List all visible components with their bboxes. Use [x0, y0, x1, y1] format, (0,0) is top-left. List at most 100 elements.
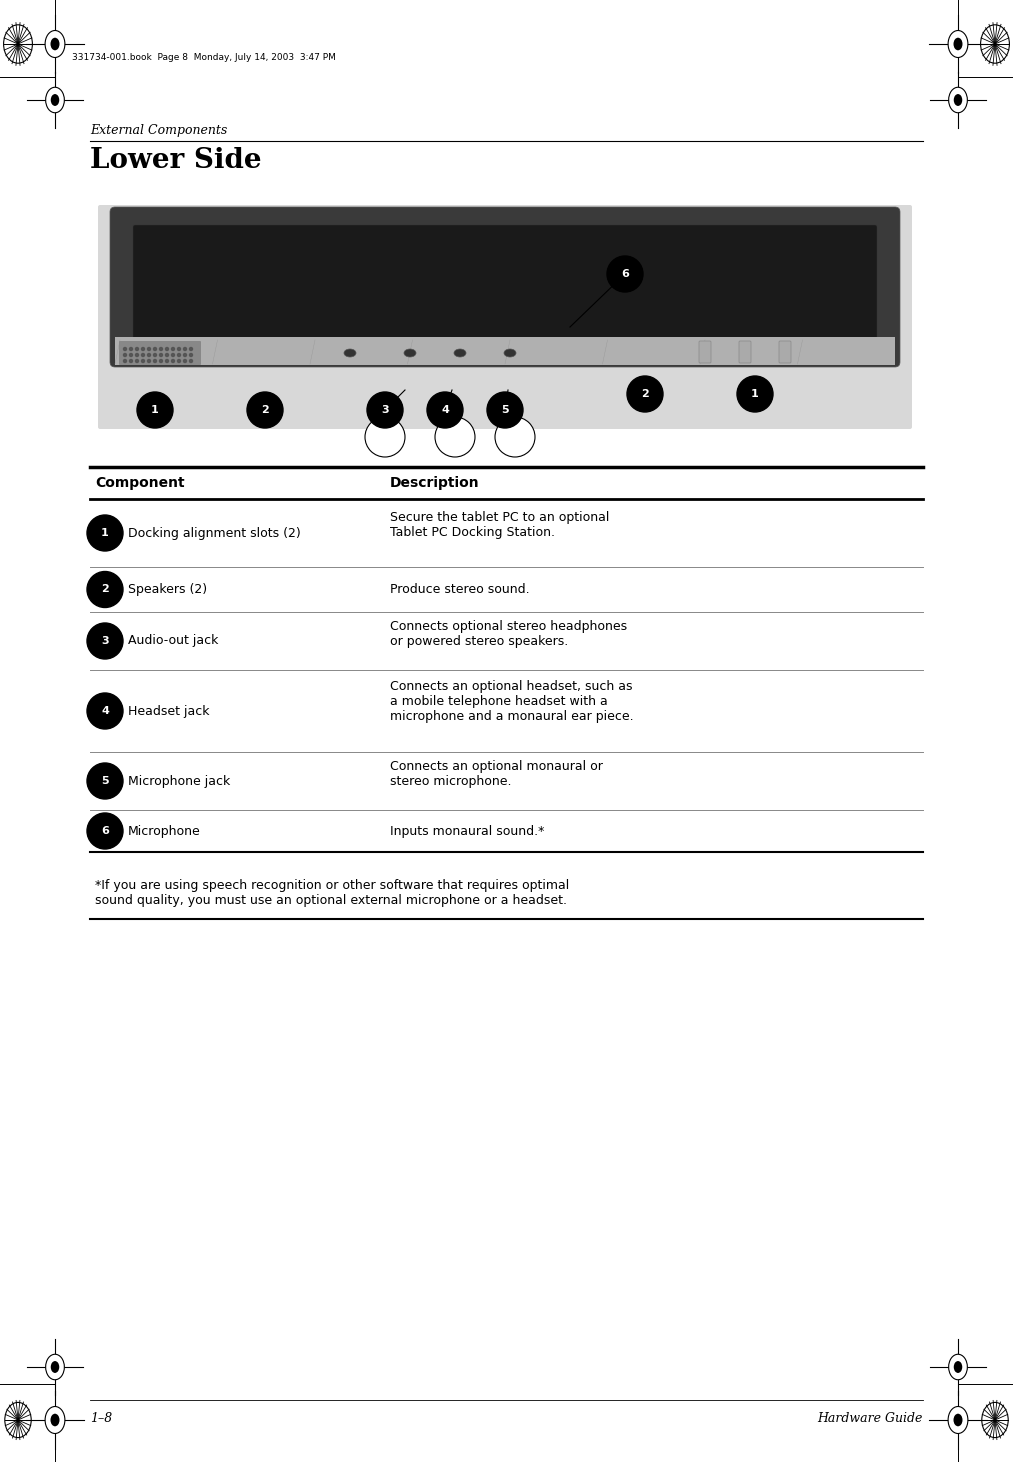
Text: Component: Component: [95, 477, 184, 490]
Text: Hardware Guide: Hardware Guide: [817, 1412, 923, 1425]
Text: 1–8: 1–8: [90, 1412, 112, 1425]
Circle shape: [148, 348, 151, 351]
Circle shape: [159, 360, 162, 363]
Circle shape: [124, 354, 127, 357]
Circle shape: [165, 360, 168, 363]
Circle shape: [148, 360, 151, 363]
Circle shape: [189, 360, 192, 363]
Circle shape: [154, 354, 156, 357]
Circle shape: [247, 392, 283, 428]
FancyBboxPatch shape: [115, 338, 895, 366]
Text: Microphone: Microphone: [128, 825, 201, 838]
Text: Microphone jack: Microphone jack: [128, 775, 230, 788]
Circle shape: [159, 354, 162, 357]
Circle shape: [183, 360, 186, 363]
Circle shape: [607, 256, 643, 292]
Ellipse shape: [954, 94, 962, 105]
Circle shape: [165, 348, 168, 351]
FancyBboxPatch shape: [110, 208, 900, 367]
Text: 3: 3: [101, 636, 108, 646]
Circle shape: [159, 348, 162, 351]
Text: 3: 3: [381, 405, 389, 415]
Ellipse shape: [948, 31, 967, 57]
Circle shape: [171, 360, 174, 363]
Ellipse shape: [46, 88, 65, 113]
Circle shape: [130, 348, 133, 351]
Ellipse shape: [46, 1354, 65, 1380]
Circle shape: [177, 354, 180, 357]
Circle shape: [130, 354, 133, 357]
Circle shape: [189, 354, 192, 357]
Circle shape: [130, 360, 133, 363]
Ellipse shape: [953, 1414, 962, 1427]
Circle shape: [171, 348, 174, 351]
Circle shape: [487, 392, 523, 428]
Text: 1: 1: [751, 389, 759, 399]
Circle shape: [183, 348, 186, 351]
Circle shape: [142, 354, 145, 357]
Circle shape: [124, 348, 127, 351]
Text: 5: 5: [501, 405, 509, 415]
Ellipse shape: [948, 1354, 967, 1380]
Circle shape: [177, 348, 180, 351]
Circle shape: [142, 348, 145, 351]
Text: Secure the tablet PC to an optional
Tablet PC Docking Station.: Secure the tablet PC to an optional Tabl…: [390, 510, 610, 539]
FancyBboxPatch shape: [739, 341, 751, 363]
Text: Connects an optional monaural or
stereo microphone.: Connects an optional monaural or stereo …: [390, 760, 603, 788]
Text: 4: 4: [441, 405, 449, 415]
Text: Docking alignment slots (2): Docking alignment slots (2): [128, 526, 301, 539]
FancyBboxPatch shape: [119, 341, 201, 366]
Text: *If you are using speech recognition or other software that requires optimal
sou: *If you are using speech recognition or …: [95, 879, 569, 906]
Ellipse shape: [46, 1406, 65, 1434]
Text: External Components: External Components: [90, 124, 227, 137]
Circle shape: [124, 360, 127, 363]
Text: Connects optional stereo headphones
or powered stereo speakers.: Connects optional stereo headphones or p…: [390, 620, 627, 648]
Text: Description: Description: [390, 477, 479, 490]
Text: Produce stereo sound.: Produce stereo sound.: [390, 583, 530, 596]
Text: 2: 2: [101, 585, 108, 595]
Ellipse shape: [51, 38, 60, 50]
Circle shape: [136, 348, 139, 351]
FancyBboxPatch shape: [98, 205, 912, 428]
Text: 6: 6: [101, 826, 109, 836]
Text: Inputs monaural sound.*: Inputs monaural sound.*: [390, 825, 544, 838]
Circle shape: [137, 392, 173, 428]
Circle shape: [154, 360, 156, 363]
FancyBboxPatch shape: [779, 341, 791, 363]
Text: 2: 2: [261, 405, 268, 415]
Ellipse shape: [344, 349, 356, 357]
FancyBboxPatch shape: [699, 341, 711, 363]
Circle shape: [87, 763, 123, 800]
Text: Speakers (2): Speakers (2): [128, 583, 207, 596]
Ellipse shape: [504, 349, 516, 357]
Circle shape: [87, 572, 123, 608]
Text: 2: 2: [641, 389, 649, 399]
Ellipse shape: [954, 1361, 962, 1373]
Text: 4: 4: [101, 706, 109, 716]
Ellipse shape: [404, 349, 416, 357]
Text: 5: 5: [101, 776, 108, 787]
Ellipse shape: [953, 38, 962, 50]
Circle shape: [177, 360, 180, 363]
Circle shape: [367, 392, 403, 428]
FancyBboxPatch shape: [133, 225, 877, 344]
Circle shape: [435, 417, 475, 458]
Ellipse shape: [51, 1414, 60, 1427]
Circle shape: [136, 354, 139, 357]
Text: Connects an optional headset, such as
a mobile telephone headset with a
micropho: Connects an optional headset, such as a …: [390, 680, 633, 722]
Circle shape: [142, 360, 145, 363]
Circle shape: [87, 623, 123, 659]
Circle shape: [365, 417, 405, 458]
Circle shape: [148, 354, 151, 357]
Text: Audio-out jack: Audio-out jack: [128, 635, 219, 648]
Circle shape: [427, 392, 463, 428]
Ellipse shape: [948, 88, 967, 113]
Circle shape: [737, 376, 773, 412]
Circle shape: [627, 376, 663, 412]
Text: 331734-001.book  Page 8  Monday, July 14, 2003  3:47 PM: 331734-001.book Page 8 Monday, July 14, …: [72, 53, 336, 61]
Circle shape: [183, 354, 186, 357]
Circle shape: [87, 515, 123, 551]
Circle shape: [495, 417, 535, 458]
Circle shape: [165, 354, 168, 357]
Ellipse shape: [51, 94, 59, 105]
